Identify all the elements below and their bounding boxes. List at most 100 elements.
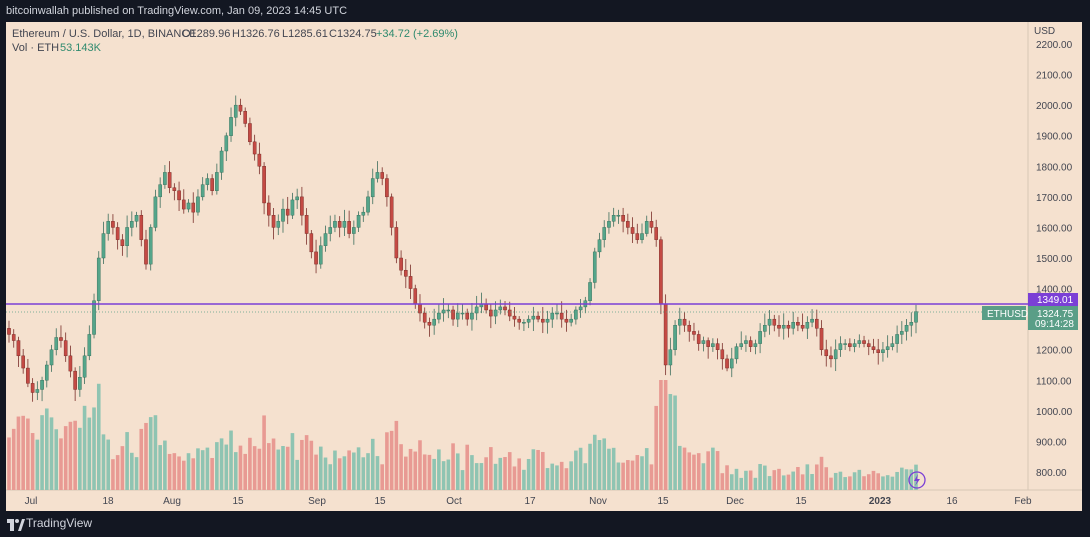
time-tick-label: Dec	[726, 496, 744, 507]
price-chart[interactable]: Ethereum / U.S. Dollar, 1D, BINANCE O128…	[6, 22, 1082, 511]
candle	[536, 311, 540, 323]
candle-body	[474, 306, 479, 314]
volume-bar	[678, 445, 682, 490]
footer-bar: TradingView	[0, 511, 1090, 537]
volume-bar	[238, 445, 243, 490]
publish-header: bitcoinwallah published on TradingView.c…	[0, 0, 1090, 22]
candle-body	[370, 178, 375, 198]
candle-body	[441, 309, 446, 314]
candle-body	[885, 346, 890, 350]
candle-body	[328, 227, 333, 234]
candle	[871, 338, 876, 354]
volume-bar	[541, 451, 545, 490]
candle	[92, 293, 96, 339]
volume-bar	[819, 456, 824, 490]
volume-bar	[753, 477, 758, 490]
candle-body	[181, 199, 186, 210]
candle-body	[295, 196, 299, 201]
legend-close: C1324.75	[329, 28, 377, 40]
volume-bar	[82, 405, 87, 490]
candle	[408, 264, 413, 299]
volume-bar	[309, 440, 314, 490]
candle-body	[545, 318, 550, 323]
candle	[668, 337, 673, 376]
price-ticks: 800.00900.001000.001100.001200.001300.00…	[1036, 40, 1073, 479]
candle-body	[578, 306, 583, 311]
candle-body	[352, 227, 356, 234]
candle	[517, 316, 521, 330]
candle-body	[238, 104, 243, 112]
candle-body	[592, 251, 597, 283]
volume-bar	[451, 443, 455, 490]
volume-bar	[715, 451, 720, 490]
volume-bar	[479, 463, 484, 490]
candle-body	[210, 178, 214, 191]
candle-body	[167, 172, 172, 188]
candle	[210, 174, 214, 196]
candle	[569, 313, 573, 327]
candle-body	[470, 312, 474, 320]
tradingview-logo-icon	[7, 519, 25, 531]
candle	[252, 134, 257, 161]
candle	[167, 161, 172, 194]
volume-bar	[177, 456, 181, 490]
candle-body	[833, 349, 838, 360]
candle	[63, 332, 68, 362]
candle	[640, 223, 644, 244]
volume-bar	[611, 447, 616, 490]
candle	[233, 95, 238, 127]
candle-body	[767, 318, 772, 326]
volume-bar	[829, 477, 833, 490]
candle-body	[215, 172, 219, 191]
volume-bar	[422, 454, 427, 490]
volume-bar	[300, 439, 304, 490]
candle	[59, 325, 63, 348]
candle-body	[337, 221, 342, 228]
candle	[555, 304, 559, 320]
candle	[82, 347, 87, 384]
volume-bar	[328, 464, 333, 490]
volume-bar	[295, 459, 299, 490]
candle-body	[54, 337, 59, 350]
candle	[229, 107, 233, 142]
time-tick-label: Jul	[25, 496, 38, 507]
time-tick-label: 15	[657, 496, 669, 507]
volume-bar	[564, 468, 569, 490]
candle-body	[649, 221, 654, 228]
volume-bar	[115, 455, 120, 490]
lightning-icon[interactable]	[908, 471, 926, 489]
candle	[522, 319, 526, 331]
volume-bar	[517, 458, 521, 490]
candle	[833, 339, 838, 372]
candle-body	[696, 334, 701, 344]
price-tick-label: 1500.00	[1036, 254, 1073, 265]
volume-bar	[838, 471, 843, 490]
candle	[243, 107, 247, 128]
candle-body	[455, 312, 460, 320]
candle	[791, 311, 795, 335]
volume-bar	[172, 453, 177, 490]
candle-body	[489, 309, 493, 317]
volume-bar	[805, 464, 810, 490]
time-tick-label: Sep	[308, 496, 326, 507]
volume-bar	[44, 408, 49, 490]
candle-body	[800, 325, 805, 329]
candle	[375, 161, 380, 183]
price-tick-label: 900.00	[1036, 437, 1067, 448]
candle	[725, 354, 729, 372]
volume-bar	[635, 455, 640, 490]
candle	[125, 215, 129, 258]
volume-bar	[215, 442, 219, 490]
volume-bar	[720, 473, 725, 490]
publish-info: bitcoinwallah published on TradingView.c…	[6, 5, 348, 17]
volume-bar	[337, 458, 342, 490]
volume-bar	[460, 470, 465, 490]
candle-body	[63, 340, 68, 357]
candle-body	[763, 325, 767, 332]
candle	[356, 211, 361, 232]
volume-bar	[503, 457, 507, 490]
volume-bar	[158, 445, 162, 490]
candle-body	[857, 340, 862, 344]
volume-bar	[512, 466, 517, 490]
candle-body	[640, 233, 644, 240]
